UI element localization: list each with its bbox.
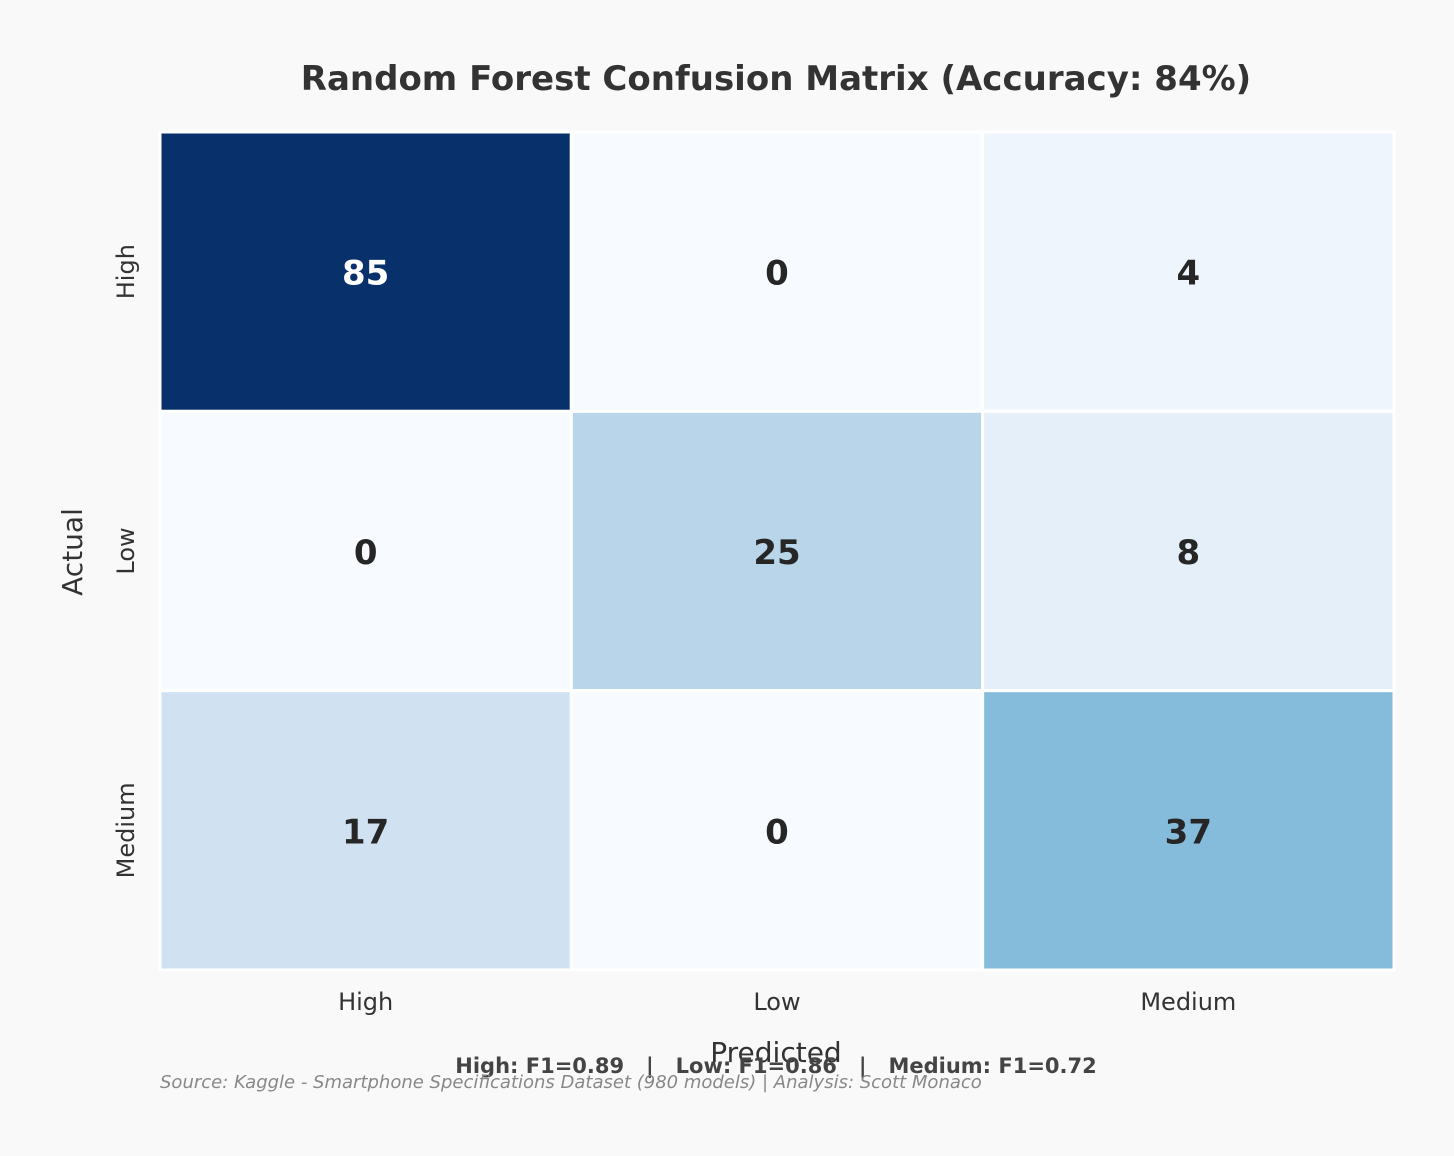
y-tick-low: Low	[112, 527, 140, 574]
cell-value-medium-high: 17	[342, 812, 389, 852]
cell-value-low-high: 0	[354, 533, 378, 573]
heatmap-cells	[158, 130, 1396, 972]
cell-value-low-medium: 8	[1176, 533, 1200, 573]
heatmap-labels: 85 0 4 0 25 8 17 0 37 High Low Medium High Low Medium	[112, 244, 1236, 1016]
cell-value-low-low: 25	[753, 533, 800, 573]
f1-metrics-text: High: F1=0.89 | Low: F1=0.86 | Medium: F…	[455, 1054, 1096, 1079]
x-tick-high: High	[338, 988, 393, 1016]
cell-value-high-low: 0	[765, 254, 789, 294]
cell-high-low	[569, 130, 985, 413]
cell-value-high-medium: 4	[1176, 254, 1200, 294]
x-tick-low: Low	[753, 988, 800, 1016]
cell-value-high-high: 85	[342, 254, 389, 294]
y-tick-high: High	[112, 244, 140, 299]
x-tick-medium: Medium	[1140, 988, 1236, 1016]
cell-high-medium	[981, 130, 1396, 413]
cell-high-high	[158, 130, 573, 413]
x-axis-label: Predicted	[710, 1036, 841, 1069]
y-axis-label: Actual	[56, 508, 89, 596]
cell-low-low	[569, 409, 985, 693]
cell-low-high	[158, 409, 573, 693]
source-note: Source: Kaggle - Smartphone Specificatio…	[160, 1072, 982, 1093]
y-tick-medium: Medium	[112, 782, 140, 878]
cell-value-medium-medium: 37	[1165, 812, 1212, 852]
chart-title: Random Forest Confusion Matrix (Accuracy…	[301, 59, 1251, 99]
cell-medium-low	[569, 689, 985, 972]
cell-low-medium	[981, 409, 1396, 693]
cell-value-medium-low: 0	[765, 812, 789, 852]
cell-medium-high	[158, 689, 573, 972]
cell-medium-medium	[981, 689, 1396, 972]
